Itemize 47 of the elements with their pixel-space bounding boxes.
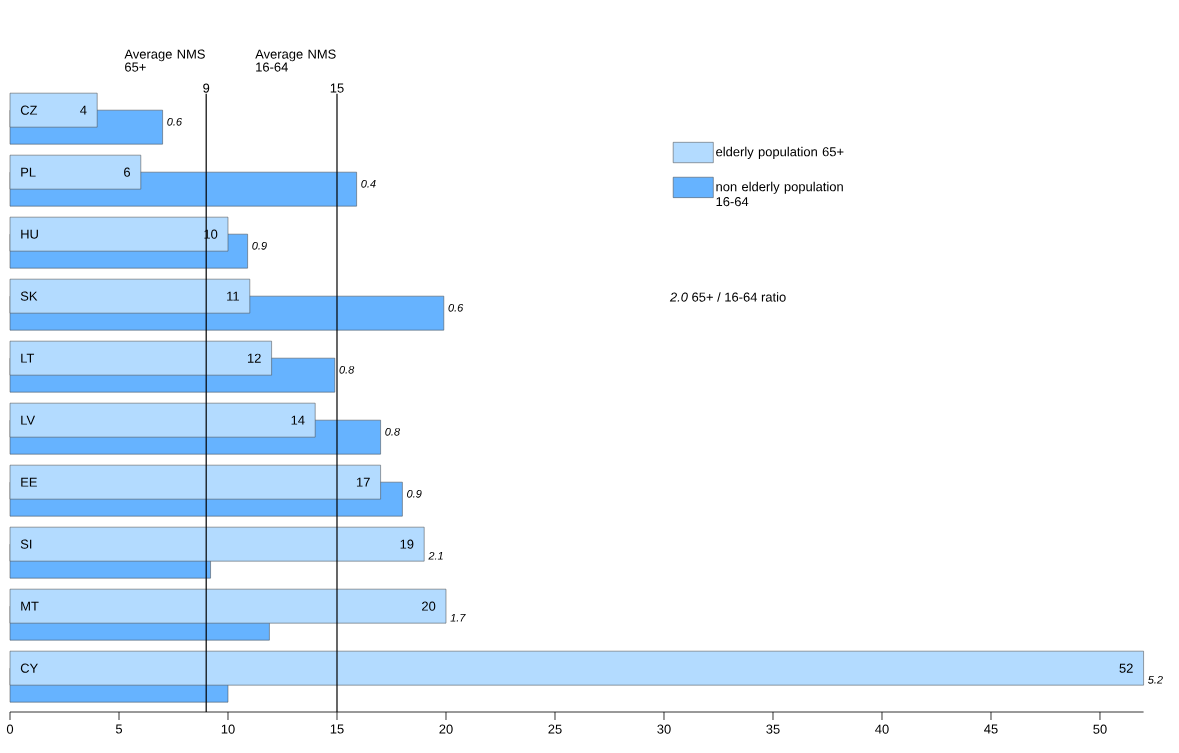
annotation: 0.8	[339, 365, 355, 374]
data-label: 17	[356, 477, 370, 487]
annotation: 0.8	[385, 427, 400, 436]
x-tick-label: 50	[1093, 724, 1107, 734]
legend-label: non elderly population 16-64	[716, 181, 843, 207]
annotation: 0.9	[407, 489, 422, 498]
y-tick-label: SK	[20, 291, 38, 301]
annotation: 0.4	[361, 179, 376, 188]
data-label: 11	[227, 291, 239, 301]
annotation: 2.1	[428, 551, 443, 560]
text: 15	[330, 83, 344, 93]
y-tick-label: LV	[21, 415, 36, 425]
annotation: 0.9	[252, 241, 267, 250]
data-label: 19	[400, 539, 414, 549]
ref-line-label: Average NMS 16-64	[255, 49, 336, 72]
annotation: 2.0 65+ / 16-64 ratio	[669, 292, 786, 302]
y-tick-label: MT	[21, 601, 39, 611]
x-tick-label: 45	[984, 724, 998, 734]
y-tick-label: HU	[21, 229, 38, 239]
x-tick-label: 40	[875, 724, 889, 734]
data-label: 14	[291, 415, 305, 425]
y-tick-label: SI	[20, 539, 32, 549]
data-label: 6	[124, 167, 131, 177]
x-tick-label: 30	[657, 724, 671, 734]
x-tick-label: 0	[6, 724, 14, 734]
annotation: 1.7	[450, 614, 466, 622]
y-tick-label: CZ	[20, 105, 38, 115]
text: 9	[203, 83, 210, 93]
data-label: 4	[80, 105, 87, 115]
data-label: 52	[1119, 663, 1133, 673]
ref-line-label: Average NMS 65+	[124, 49, 205, 72]
annotation: 0.6	[167, 117, 183, 126]
x-tick-label: 25	[548, 724, 562, 734]
text: 5.2	[1148, 675, 1163, 684]
y-tick-label: LT	[21, 353, 35, 363]
x-tick-label: 35	[766, 724, 780, 734]
y-tick-label: EE	[21, 477, 37, 487]
x-tick-label: 5	[115, 724, 123, 734]
data-label: 12	[247, 353, 261, 363]
annotation: 0.6	[448, 303, 464, 312]
y-tick-label: CY	[20, 663, 38, 673]
y-tick-label: PL	[21, 167, 36, 177]
x-tick-label: 15	[330, 724, 344, 734]
data-label: 20	[422, 601, 436, 611]
x-tick-label: 20	[439, 724, 453, 734]
legend-label: elderly population 65+	[716, 146, 844, 159]
x-tick-label: 10	[221, 724, 235, 734]
